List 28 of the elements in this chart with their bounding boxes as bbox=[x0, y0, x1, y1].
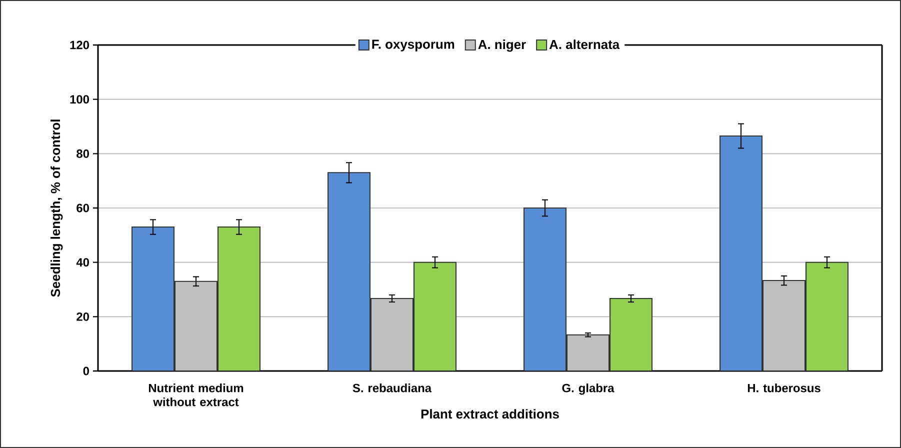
legend-label: A. niger bbox=[478, 40, 526, 52]
y-tick-label: 60 bbox=[76, 204, 89, 212]
x-axis-title: Plant extract additions bbox=[421, 409, 559, 419]
legend-label: F. oxysporum bbox=[372, 40, 454, 52]
x-tick-label: G. glabra bbox=[562, 384, 614, 395]
bar bbox=[132, 226, 174, 371]
x-tick-label: Nutrient medium without extract bbox=[148, 384, 244, 406]
bar bbox=[720, 136, 763, 371]
x-tick-label: H. tuberosus bbox=[748, 384, 820, 392]
bar bbox=[566, 334, 610, 371]
legend-label: A. alternata bbox=[549, 40, 620, 50]
y-tick-label: 100 bbox=[70, 95, 89, 104]
y-tick-label: 0 bbox=[83, 366, 89, 376]
x-tick-label: S. rebaudiana bbox=[352, 384, 432, 392]
y-tick-label: 40 bbox=[76, 258, 89, 267]
bar bbox=[414, 262, 457, 371]
y-axis-title: Seedling length, % of control bbox=[50, 120, 63, 297]
bar bbox=[806, 262, 849, 371]
bar bbox=[328, 172, 371, 371]
bar bbox=[218, 226, 261, 371]
bar bbox=[370, 298, 414, 371]
y-tick-label: 20 bbox=[76, 312, 89, 321]
bar bbox=[524, 207, 567, 371]
bar bbox=[174, 280, 218, 371]
y-tick-label: 80 bbox=[76, 149, 89, 158]
y-tick-label: 120 bbox=[70, 40, 89, 50]
bar bbox=[762, 280, 806, 371]
bar bbox=[610, 298, 653, 371]
